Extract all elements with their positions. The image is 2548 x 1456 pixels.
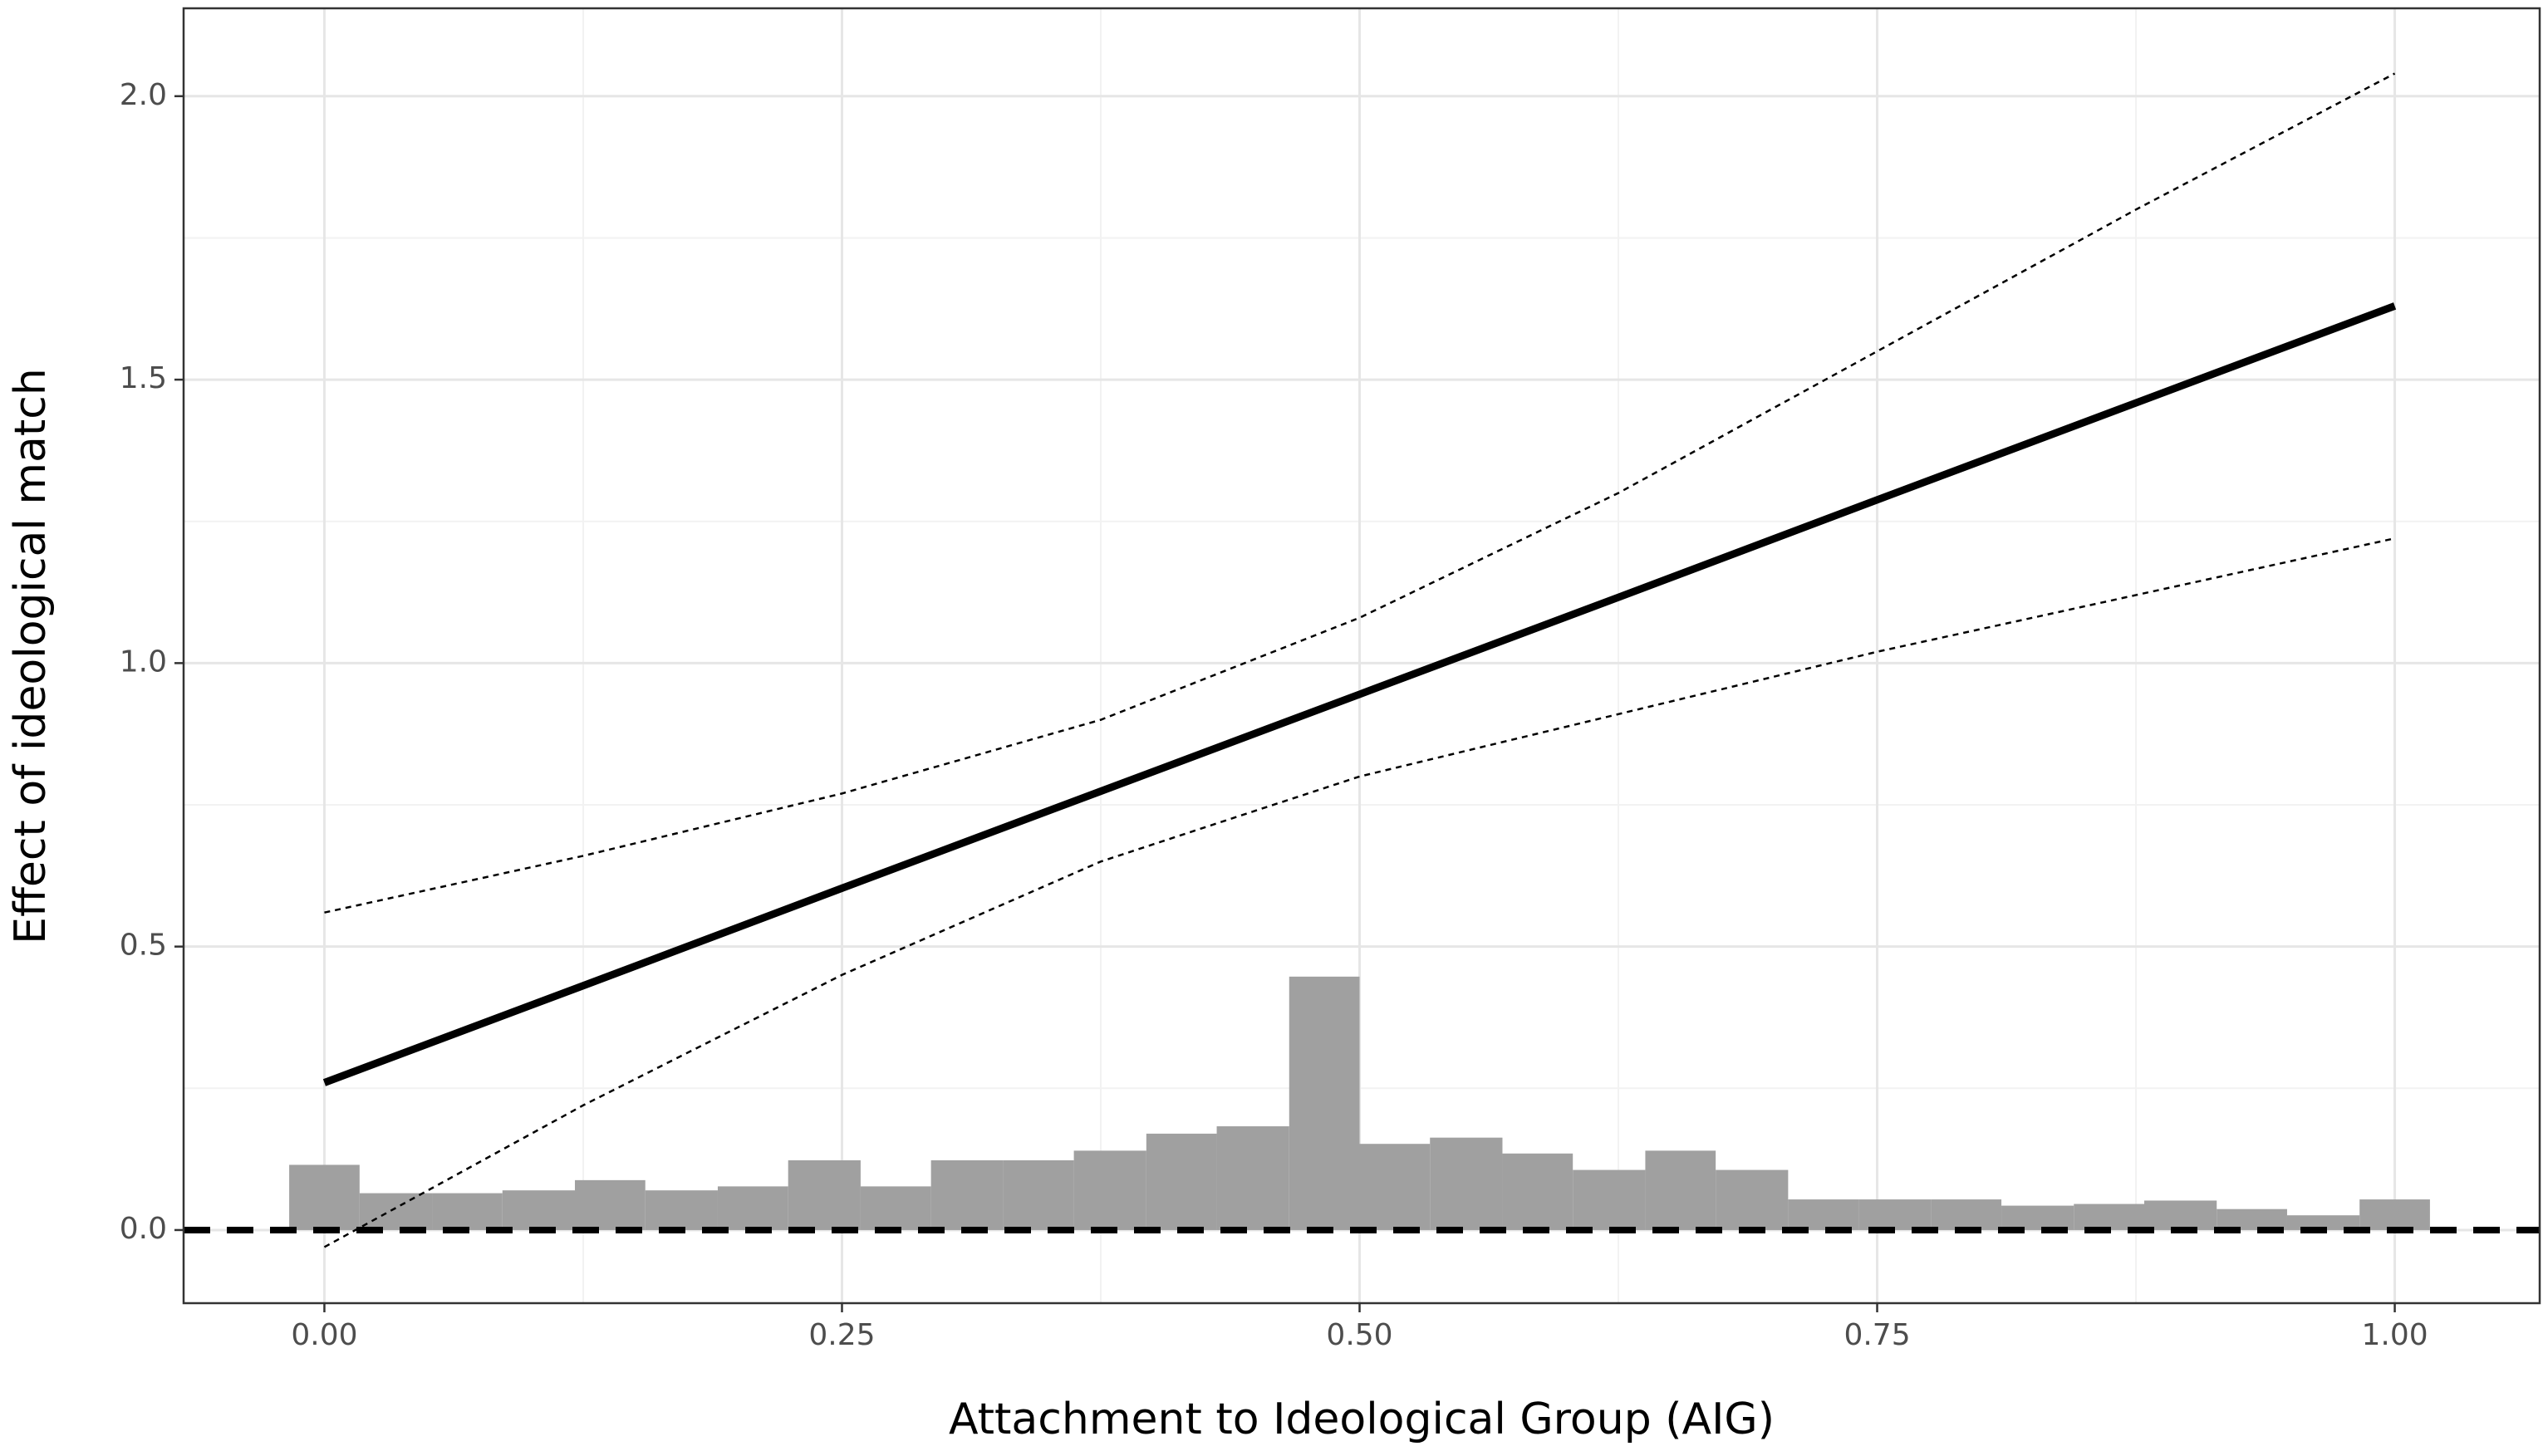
- ci-line: [323, 537, 2395, 1248]
- y-tick-label: 2.0: [120, 78, 167, 112]
- y-tick-label: 1.5: [120, 361, 167, 395]
- x-tick-label: 0.00: [291, 1318, 357, 1352]
- histogram-bar: [2217, 1208, 2287, 1230]
- histogram-bar: [1216, 1126, 1289, 1230]
- x-tick-label: 1.00: [2361, 1318, 2428, 1352]
- histogram-bar: [860, 1186, 931, 1230]
- panel-border: [182, 7, 2541, 1305]
- y-axis-title: Effect of ideological match: [6, 368, 56, 944]
- histogram-bar: [1003, 1159, 1074, 1230]
- histogram-bar: [788, 1159, 861, 1230]
- histogram-bar: [2286, 1215, 2360, 1230]
- histogram-bar: [930, 1159, 1004, 1230]
- histogram-bar: [1931, 1199, 2002, 1230]
- histogram-bar: [1073, 1150, 1146, 1230]
- histogram-bar: [717, 1186, 788, 1230]
- histogram-bar: [1289, 976, 1360, 1230]
- x-tick-label: 0.25: [808, 1318, 875, 1352]
- estimate-line: [322, 302, 2397, 1086]
- histogram-bar: [432, 1193, 503, 1230]
- histogram-bar: [1788, 1199, 1859, 1230]
- histogram-bar: [1858, 1199, 1932, 1230]
- histogram-bar: [1645, 1150, 1716, 1230]
- histogram-bar: [502, 1190, 576, 1230]
- histogram-bar: [1716, 1169, 1789, 1230]
- histogram-bar: [1430, 1137, 1503, 1230]
- histogram-bar: [2001, 1205, 2074, 1230]
- x-tick-label: 0.50: [1326, 1318, 1392, 1352]
- y-tick-label: 0.5: [120, 929, 167, 963]
- histogram-bar: [645, 1190, 718, 1230]
- histogram-bar: [2144, 1200, 2217, 1230]
- axes: 0.00 0.25 0.50 0.75 1.00 0.0 0.5 1.0 1.5 2.0: [120, 78, 2428, 1352]
- histogram-bar: [1146, 1133, 1217, 1230]
- histogram-bar: [2359, 1199, 2430, 1230]
- x-axis-title: Attachment to Ideological Group (AIG): [949, 1395, 1775, 1444]
- histogram-bar: [289, 1164, 360, 1230]
- histogram-bar: [1359, 1144, 1431, 1230]
- marks: [184, 72, 2540, 1248]
- y-tick-label: 1.0: [120, 645, 167, 679]
- x-tick-label: 0.75: [1843, 1318, 1910, 1352]
- histogram-bar: [359, 1193, 433, 1230]
- histogram-bar: [1573, 1169, 1646, 1230]
- y-tick-label: 0.0: [120, 1212, 167, 1246]
- histogram-bar: [575, 1179, 646, 1230]
- histogram-bar: [1502, 1153, 1573, 1230]
- histogram-bar: [2074, 1204, 2145, 1230]
